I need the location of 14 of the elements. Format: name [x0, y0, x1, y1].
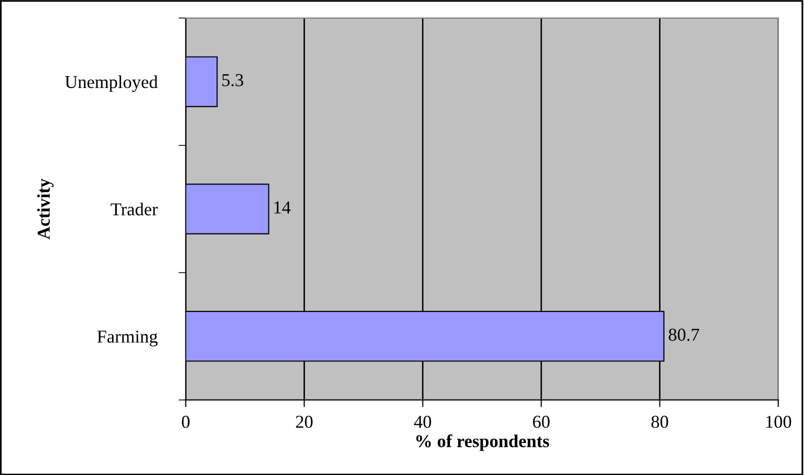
x-axis-title: % of respondents	[416, 434, 550, 451]
y-tick-label: Farming	[97, 330, 158, 346]
x-tick-label: 60	[533, 416, 550, 428]
x-tick-label: 20	[296, 416, 313, 428]
y-tick-label: Trader	[110, 202, 158, 216]
x-tick-label: 0	[182, 416, 190, 428]
x-tick-label: 80	[651, 416, 668, 428]
data-label: 80.7	[668, 328, 700, 341]
x-tick-label: 40	[414, 416, 432, 428]
data-label: 14	[274, 201, 291, 214]
x-tick-label: 100	[766, 416, 792, 428]
data-label: 5.3	[222, 74, 244, 86]
y-axis-title: Activity	[37, 178, 54, 240]
y-tick-label: Unemployed	[65, 75, 158, 92]
